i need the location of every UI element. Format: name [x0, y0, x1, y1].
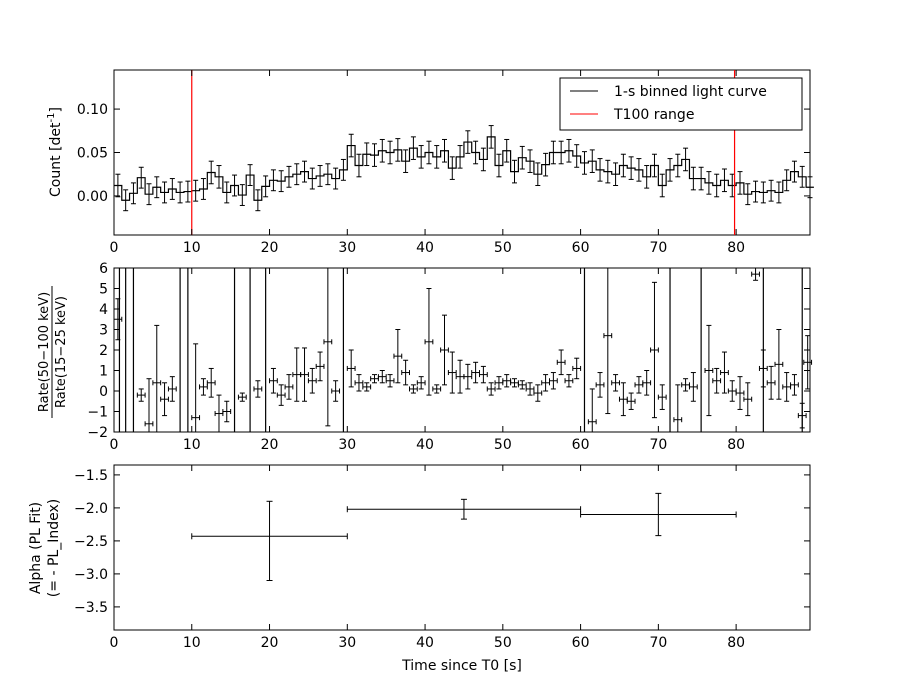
- legend-box: [559, 77, 803, 131]
- y-tick-label: 6: [99, 261, 108, 277]
- x-tick-label: 0: [110, 437, 119, 453]
- x-tick-label: 30: [338, 635, 356, 651]
- y-tick-label: 2: [99, 343, 108, 359]
- alpha-ticks: 0 10 20 30 40 50 60 70 80 −1.5 −2.0 −2.5 −3.0 −3.5: [74, 465, 810, 651]
- legend: 1-s binned light curve T100 range: [559, 77, 803, 131]
- x-tick-label: 30: [338, 437, 356, 453]
- light-curve-ylabel-main: Count [det: [48, 122, 64, 197]
- y-tick-label: 4: [99, 302, 108, 318]
- light-curve-ylabel-end: ]: [48, 107, 64, 112]
- x-tick-label: 80: [727, 635, 745, 651]
- hardness-ratio-ylabel-numerator: Rate(50−100 keV): [37, 292, 52, 412]
- x-tick-label: 70: [649, 635, 667, 651]
- y-tick-label: −2.5: [74, 534, 108, 550]
- x-tick-label: 70: [649, 437, 667, 453]
- legend-curve-label: 1-s binned light curve: [614, 84, 767, 100]
- alpha-axes-frame: [113, 464, 811, 631]
- y-tick-label: −1: [87, 405, 108, 421]
- x-tick-label: 0: [110, 635, 119, 651]
- x-tick-label: 40: [416, 635, 434, 651]
- x-tick-label: 50: [494, 437, 512, 453]
- y-tick-label: −3.0: [74, 567, 108, 583]
- hardness-ratio-axes-frame: [113, 267, 811, 433]
- hardness-ratio-plot-area: [113, 267, 813, 433]
- x-tick-label: 60: [572, 240, 590, 256]
- x-tick-label: 40: [416, 437, 434, 453]
- light-curve-ticks: 0 10 20 30 40 50 60 70 80 0.00 0.05 0.10: [77, 70, 810, 256]
- x-tick-label: 80: [727, 437, 745, 453]
- y-tick-label: −3.5: [74, 600, 108, 616]
- x-tick-label: 20: [261, 437, 279, 453]
- alpha-ylabel-line1: Alpha (PL Fit): [28, 502, 44, 594]
- x-tick-label: 70: [649, 240, 667, 256]
- y-tick-label: 1: [99, 364, 108, 380]
- x-tick-label: 20: [261, 240, 279, 256]
- light-curve-ylabel: Count [det-1]: [46, 107, 64, 197]
- hardness-ratio-ylabel-denominator: Rate(15−25 keV): [54, 296, 69, 408]
- y-tick-label: 0.00: [77, 189, 108, 205]
- y-tick-label: −1.5: [74, 468, 108, 484]
- legend-t100-label: T100 range: [613, 107, 694, 123]
- hardness-ratio-ylabel: Rate(50−100 keV) Rate(15−25 keV): [37, 286, 69, 418]
- x-axis-label: Time since T0 [s]: [401, 658, 522, 674]
- y-tick-label: 5: [99, 282, 108, 298]
- y-tick-label: 0.10: [77, 102, 108, 118]
- x-tick-label: 60: [572, 437, 590, 453]
- x-tick-label: 60: [572, 635, 590, 651]
- alpha-plot-area: [191, 492, 737, 581]
- x-tick-label: 80: [727, 240, 745, 256]
- x-tick-label: 10: [183, 240, 201, 256]
- y-tick-label: −2: [87, 425, 108, 441]
- alpha-panel: 0 10 20 30 40 50 60 70 80 −1.5 −2.0 −2.5 −3.0 −3.5 Al…: [28, 464, 811, 674]
- y-tick-label: 0.05: [77, 146, 108, 162]
- y-tick-label: 0: [99, 384, 108, 400]
- x-tick-label: 50: [494, 240, 512, 256]
- y-tick-label: 3: [99, 323, 108, 339]
- light-curve-ylabel-superscript: -1: [46, 113, 57, 123]
- x-tick-label: 10: [183, 635, 201, 651]
- x-tick-label: 0: [110, 240, 119, 256]
- y-tick-label: −2.0: [74, 501, 108, 517]
- x-tick-label: 50: [494, 635, 512, 651]
- alpha-ylabel-line2: (= - PL_Index): [46, 499, 62, 597]
- light-curve-plot-area: [114, 70, 814, 235]
- x-tick-label: 30: [338, 240, 356, 256]
- light-curve-panel: 0 10 20 30 40 50 60 70 80 0.00 0.05 0.10 Count [det…: [46, 69, 814, 256]
- x-tick-label: 20: [261, 635, 279, 651]
- x-tick-label: 10: [183, 437, 201, 453]
- x-tick-label: 40: [416, 240, 434, 256]
